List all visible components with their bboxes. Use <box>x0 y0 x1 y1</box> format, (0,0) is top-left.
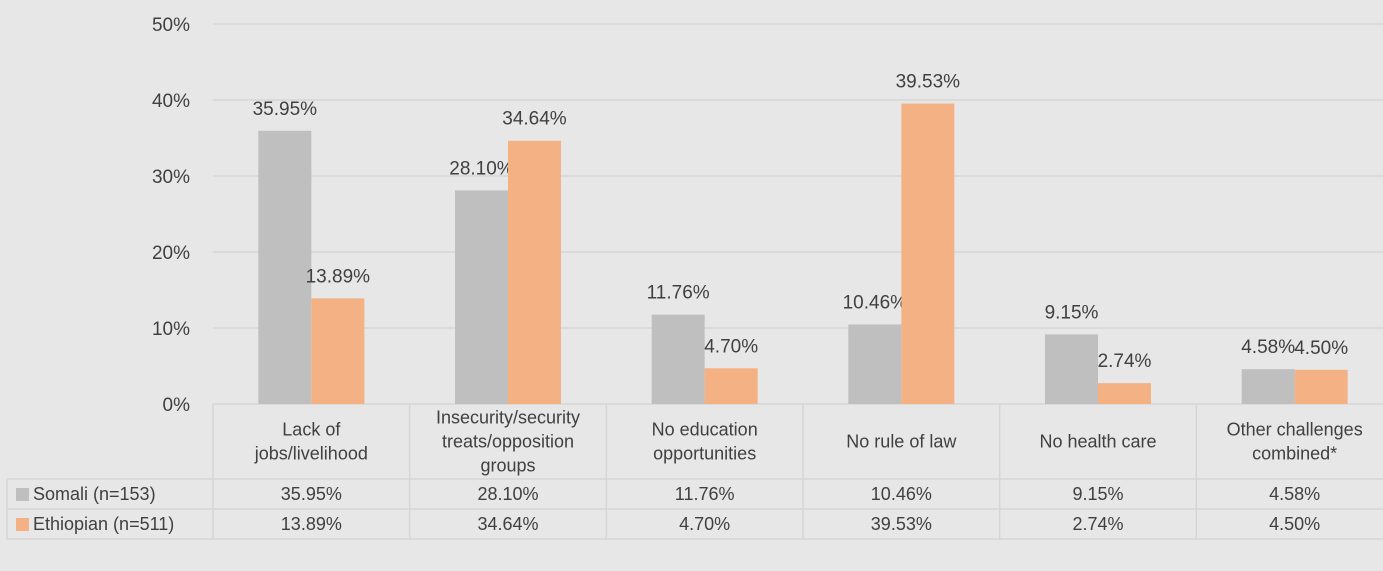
table-cell-value: 10.46% <box>871 484 932 504</box>
bar-ethiopian <box>508 140 561 404</box>
bar-ethiopian <box>311 298 365 404</box>
data-label: 10.46% <box>843 293 908 314</box>
data-label: 34.64% <box>502 109 567 130</box>
y-tick-label: 50% <box>152 15 190 36</box>
x-category-label: Insecurity/security treats/opposition grou… <box>436 408 580 476</box>
x-category-label: No health care <box>1039 432 1156 452</box>
table-cell-value: 9.15% <box>1072 484 1123 504</box>
bar-somali <box>651 314 705 404</box>
y-tick-label: 30% <box>152 167 190 188</box>
data-label: 35.95% <box>253 99 318 120</box>
x-category-label: Lack of jobs/livelihood <box>254 420 368 464</box>
bar-somali <box>455 190 508 404</box>
bar-somali <box>1241 369 1295 404</box>
table-cell-value: 34.64% <box>477 514 538 534</box>
table-cell-value: 13.89% <box>281 514 342 534</box>
x-category-label: No rule of law <box>846 432 957 452</box>
table-cell-value: 39.53% <box>871 514 932 534</box>
table-cell-value: 4.70% <box>679 514 730 534</box>
data-label: 28.10% <box>449 158 514 179</box>
data-label: 39.53% <box>896 72 961 93</box>
bar-somali <box>848 324 902 404</box>
y-tick-label: 20% <box>152 243 190 264</box>
table-cell-value: 2.74% <box>1072 514 1123 534</box>
y-tick-label: 40% <box>152 91 190 112</box>
legend-label: Ethiopian (n=511) <box>33 514 174 534</box>
data-label: 4.50% <box>1294 338 1348 359</box>
data-label: 2.74% <box>1098 351 1152 372</box>
bar-ethiopian <box>901 103 955 405</box>
bar-somali <box>1045 334 1098 404</box>
data-label: 4.58% <box>1241 337 1295 358</box>
table-cell-value: 35.95% <box>281 484 342 504</box>
y-tick-label: 10% <box>152 319 190 340</box>
bar-ethiopian <box>704 368 758 404</box>
y-tick-label: 0% <box>163 395 191 416</box>
data-label: 4.70% <box>704 336 758 357</box>
data-label: 13.89% <box>306 266 371 287</box>
bar-ethiopian <box>1098 383 1151 404</box>
bar-somali <box>258 130 312 404</box>
x-category-label: Other challenges combined* <box>1227 420 1363 464</box>
legend-swatch <box>16 518 29 531</box>
bar-ethiopian <box>1294 369 1348 404</box>
table-cell-value: 11.76% <box>675 484 735 504</box>
table-cell-value: 4.50% <box>1269 514 1320 534</box>
legend-label: Somali (n=153) <box>33 484 156 504</box>
legend-swatch <box>16 488 29 501</box>
table-cell-value: 4.58% <box>1269 484 1320 504</box>
data-label: 9.15% <box>1045 302 1099 323</box>
x-category-label: No education opportunities <box>652 420 758 464</box>
table-cell-value: 28.10% <box>477 484 538 504</box>
data-label: 11.76% <box>647 283 710 304</box>
